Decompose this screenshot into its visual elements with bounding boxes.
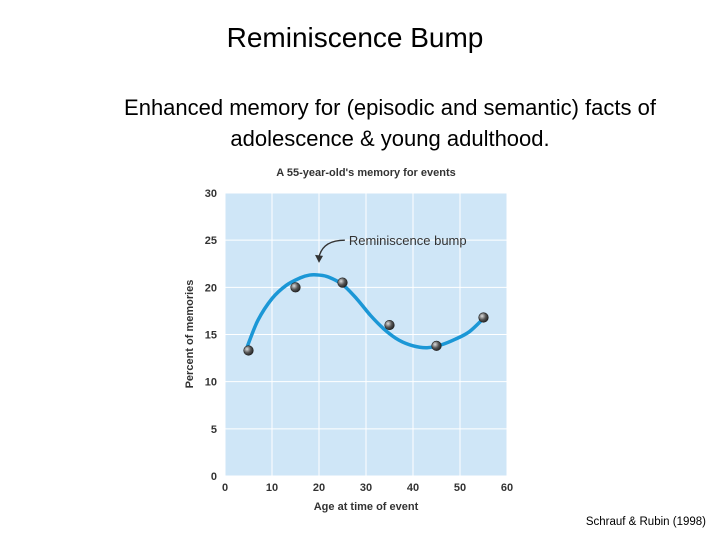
data-points <box>243 277 489 356</box>
slide-subtitle: Enhanced memory for (episodic and semant… <box>60 92 720 154</box>
chart-title: A 55-year-old's memory for events <box>276 167 456 179</box>
x-tick-label: 40 <box>407 482 419 494</box>
y-axis-ticks: 0 5 10 15 20 25 30 <box>205 188 217 483</box>
y-tick-label: 20 <box>205 282 217 294</box>
data-point <box>478 312 489 323</box>
slide-subtitle-line-2: adolescence & young adulthood. <box>230 126 550 151</box>
data-point <box>384 319 395 331</box>
annotation-reminiscence-bump: Reminiscence bump <box>349 233 467 248</box>
annotation-arrow <box>318 239 345 258</box>
y-axis-label: Percent of memories <box>184 280 196 389</box>
slide-title: Reminiscence Bump <box>226 22 484 53</box>
x-tick-label: 10 <box>266 482 278 494</box>
x-tick-label: 50 <box>454 482 466 494</box>
x-axis-ticks: 0 10 20 30 40 50 60 <box>222 482 513 494</box>
x-tick-label: 20 <box>313 482 325 494</box>
y-tick-label: 30 <box>205 188 217 200</box>
y-tick-label: 0 <box>211 471 217 483</box>
citation: Schrauf & Rubin (1998) <box>585 516 706 528</box>
y-tick-label: 25 <box>205 235 217 247</box>
x-tick-label: 30 <box>360 482 372 494</box>
data-point <box>337 277 348 288</box>
x-tick-label: 0 <box>222 482 228 494</box>
x-axis-label: Age at time of event <box>314 501 419 513</box>
slide-subtitle-line-1: Enhanced memory for (episodic and semant… <box>124 95 656 120</box>
grid-lines <box>224 192 508 477</box>
annotation-arrowhead <box>315 254 323 263</box>
data-point <box>431 340 442 351</box>
y-tick-label: 15 <box>205 330 217 342</box>
data-point <box>243 345 254 356</box>
data-point <box>290 282 301 293</box>
x-tick-label: 60 <box>501 482 513 494</box>
y-tick-label: 5 <box>211 424 217 436</box>
y-tick-label: 10 <box>205 377 217 389</box>
